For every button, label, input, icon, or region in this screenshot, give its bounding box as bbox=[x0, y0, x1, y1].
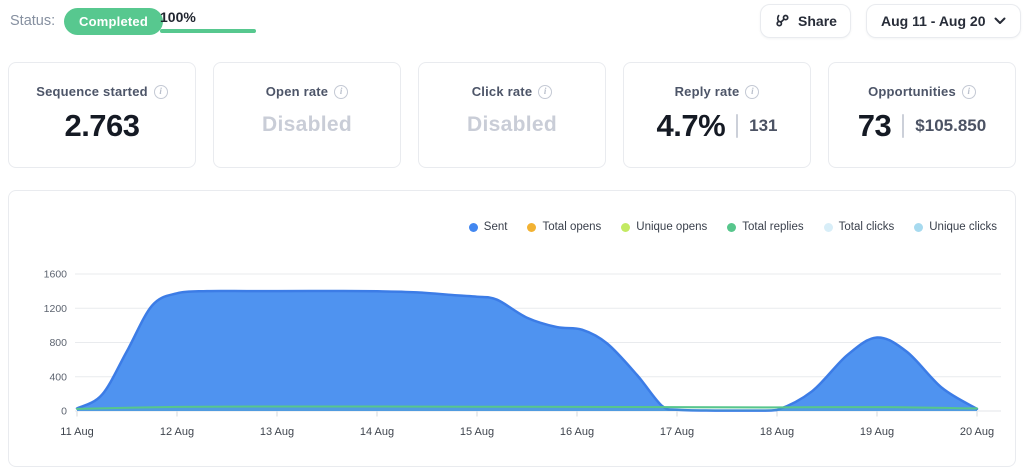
stat-card-title: Opportunities bbox=[868, 84, 956, 99]
share-button[interactable]: Share bbox=[760, 4, 851, 38]
progress-percent: 100% bbox=[160, 9, 196, 25]
stat-value-disabled: Disabled bbox=[262, 113, 352, 136]
legend-item-total-clicks[interactable]: Total clicks bbox=[823, 221, 895, 233]
stat-value: 4.7% bbox=[656, 108, 726, 143]
svg-text:17 Aug: 17 Aug bbox=[660, 426, 694, 438]
svg-text:800: 800 bbox=[49, 337, 67, 349]
progress-indicator: 100% bbox=[160, 9, 256, 33]
info-icon[interactable]: i bbox=[153, 84, 168, 99]
legend-label: Unique clicks bbox=[929, 221, 997, 233]
date-range-selector[interactable]: Aug 11 - Aug 20 bbox=[866, 4, 1021, 38]
top-bar: Status: Completed 100% Share Aug 11 - Au… bbox=[0, 0, 1024, 48]
stat-cards-row: Sequence started i 2.763 Open rate i Dis… bbox=[8, 62, 1016, 168]
status-label: Status: bbox=[10, 13, 56, 29]
chart-card: Sent Total opens Unique opens Total replies… bbox=[8, 190, 1016, 467]
legend-label: Total opens bbox=[542, 221, 602, 233]
stat-card-title: Sequence started bbox=[36, 84, 148, 99]
legend-item-unique-clicks[interactable]: Unique clicks bbox=[914, 221, 997, 233]
stat-secondary-value: 131 bbox=[749, 116, 778, 135]
legend-item-total-replies[interactable]: Total replies bbox=[727, 221, 804, 233]
svg-text:14 Aug: 14 Aug bbox=[360, 426, 394, 438]
stat-value: 73 bbox=[857, 108, 892, 143]
chevron-down-icon bbox=[994, 17, 1006, 25]
stat-card-click-rate: Click rate i Disabled bbox=[418, 62, 606, 168]
svg-text:19 Aug: 19 Aug bbox=[860, 426, 894, 438]
legend-item-unique-opens[interactable]: Unique opens bbox=[621, 221, 707, 233]
info-icon[interactable]: i bbox=[334, 84, 349, 99]
stat-card-reply-rate: Reply rate i 4.7% 131 bbox=[623, 62, 811, 168]
info-icon[interactable]: i bbox=[961, 84, 976, 99]
legend-label: Total replies bbox=[742, 221, 804, 233]
legend-dot bbox=[527, 222, 537, 232]
stat-secondary-value: $105.850 bbox=[915, 116, 987, 135]
info-icon[interactable]: i bbox=[538, 84, 553, 99]
legend-label: Sent bbox=[483, 221, 508, 233]
legend-dot bbox=[621, 222, 631, 232]
legend-item-sent[interactable]: Sent bbox=[468, 221, 508, 233]
date-range-label: Aug 11 - Aug 20 bbox=[881, 13, 986, 29]
stat-card-open-rate: Open rate i Disabled bbox=[213, 62, 401, 168]
stat-card-title: Click rate bbox=[471, 84, 533, 99]
svg-text:18 Aug: 18 Aug bbox=[760, 426, 794, 438]
chart-legend: Sent Total opens Unique opens Total replies… bbox=[468, 221, 997, 233]
svg-text:1600: 1600 bbox=[44, 269, 68, 281]
svg-text:13 Aug: 13 Aug bbox=[260, 426, 294, 438]
svg-text:20 Aug: 20 Aug bbox=[960, 426, 994, 438]
legend-label: Total clicks bbox=[838, 221, 895, 233]
svg-text:400: 400 bbox=[49, 371, 67, 383]
stat-card-title: Reply rate bbox=[674, 84, 740, 99]
legend-item-total-opens[interactable]: Total opens bbox=[527, 221, 601, 233]
share-icon bbox=[774, 13, 790, 29]
stat-value-disabled: Disabled bbox=[467, 113, 557, 136]
status-badge: Completed bbox=[64, 8, 163, 35]
value-divider bbox=[736, 114, 739, 138]
legend-dot bbox=[823, 222, 833, 232]
legend-dot bbox=[468, 222, 478, 232]
legend-label: Unique opens bbox=[636, 221, 708, 233]
stat-card-opportunities: Opportunities i 73 $105.850 bbox=[828, 62, 1016, 168]
stat-card-sequence-started: Sequence started i 2.763 bbox=[8, 62, 196, 168]
value-divider bbox=[902, 114, 905, 138]
svg-text:1200: 1200 bbox=[44, 303, 68, 315]
stat-value: 2.763 bbox=[64, 108, 140, 143]
svg-text:12 Aug: 12 Aug bbox=[160, 426, 194, 438]
svg-text:11 Aug: 11 Aug bbox=[60, 426, 93, 438]
info-icon[interactable]: i bbox=[745, 84, 760, 99]
stat-card-title: Open rate bbox=[265, 84, 329, 99]
svg-text:15 Aug: 15 Aug bbox=[460, 426, 494, 438]
svg-text:16 Aug: 16 Aug bbox=[560, 426, 594, 438]
area-chart: 0 400 800 1200 1600 11 Aug 12 Aug 13 Aug 14 Aug 1… bbox=[44, 269, 1001, 438]
legend-dot bbox=[727, 222, 737, 232]
svg-text:0: 0 bbox=[61, 406, 67, 418]
legend-dot bbox=[914, 222, 924, 232]
share-button-label: Share bbox=[798, 13, 837, 29]
progress-bar bbox=[160, 29, 256, 33]
